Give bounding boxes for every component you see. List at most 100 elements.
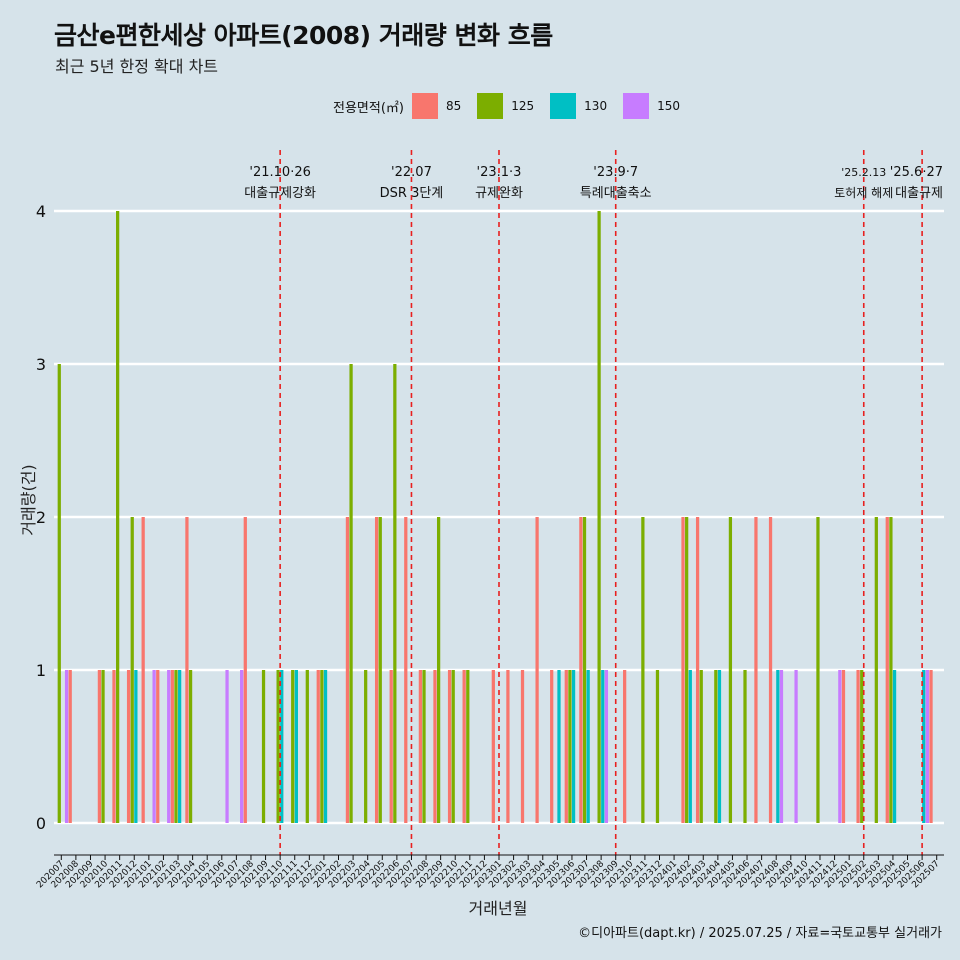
- annotation-label: 토허제 해제: [834, 186, 893, 200]
- bar-85-202304: [535, 517, 539, 823]
- legend-item-125: 125: [477, 93, 540, 119]
- y-axis-title: 거래량(건): [19, 464, 38, 535]
- bar-130-202504: [892, 670, 897, 823]
- y-tick-label: 4: [36, 202, 46, 221]
- bar-125-202007: [57, 364, 61, 823]
- bar-85-202502: [856, 670, 860, 823]
- chart-title: 금산e편한세상 아파트(2008) 거래량 변화 흐름: [54, 21, 553, 50]
- bar-85-202010: [97, 670, 102, 823]
- bar-85-202207: [404, 517, 408, 823]
- bar-125-202204: [364, 670, 368, 823]
- bar-130-202408: [776, 670, 780, 823]
- y-tick-label: 1: [36, 661, 46, 680]
- bar-125-202308: [597, 211, 601, 823]
- bar-125-202403: [699, 670, 703, 823]
- bar-150-202007: [64, 670, 69, 823]
- bar-125-202411: [816, 517, 820, 823]
- bar-125-202010: [101, 670, 105, 823]
- bar-130-202110: [280, 670, 284, 823]
- bar-150-202107: [240, 670, 244, 823]
- bar-85-202306: [564, 670, 568, 823]
- y-tick-label: 0: [36, 814, 46, 833]
- legend-label-150: 150: [657, 99, 680, 113]
- bar-125-202111: [291, 670, 295, 823]
- legend-label-130: 130: [584, 99, 608, 113]
- bar-125-202203: [349, 364, 353, 823]
- bar-125-202110: [276, 670, 280, 823]
- bar-130-202308: [601, 670, 605, 823]
- bar-85-202103: [170, 670, 174, 823]
- bar-150-202412: [838, 670, 842, 823]
- legend-key-125: [477, 93, 504, 119]
- bar-85-202303: [520, 670, 525, 823]
- annotation-date: '22.07: [391, 165, 432, 180]
- legend-key-130: [550, 93, 577, 119]
- bar-125-202011: [116, 211, 120, 823]
- bar-125-202112: [305, 670, 309, 823]
- annotations: '21.10·26 대출규제강화 '22.07 DSR 3단계 '23.1·3 규제완화 '…: [244, 150, 943, 855]
- source-caption: ©디아파트(dapt.kr) / 2025.07.25 / 자료=국토교통부 실…: [578, 926, 942, 941]
- annotation-date: '25.2.13: [841, 166, 886, 179]
- bar-150-202408: [779, 670, 784, 823]
- bar-125-202104: [188, 670, 193, 823]
- bar-85-202501: [841, 670, 846, 823]
- annotation-label: 대출규제: [895, 186, 943, 201]
- bar-125-202206: [393, 364, 397, 823]
- bar-130-202506: [922, 670, 926, 823]
- bar-125-202406: [743, 670, 747, 823]
- bar-85-202208: [418, 670, 423, 823]
- bar-125-202012: [130, 517, 134, 823]
- bar-85-202104: [185, 517, 189, 823]
- bar-85-202209: [433, 670, 437, 823]
- bar-125-202208: [422, 670, 426, 823]
- bar-85-202407: [754, 517, 758, 823]
- bar-125-202503: [874, 517, 878, 823]
- annotation-label: 특례대출축소: [580, 186, 652, 201]
- bar-130-202111: [294, 670, 298, 823]
- bar-85-202302: [506, 670, 510, 823]
- legend-label-125: 125: [511, 99, 535, 113]
- bar-130-202103: [178, 670, 182, 823]
- legend-item-130: 130: [550, 93, 613, 119]
- annotation-date: '21.10·26: [249, 165, 310, 180]
- bars: [57, 211, 933, 823]
- annotation-label: DSR 3단계: [380, 186, 444, 201]
- bar-150-202102: [167, 670, 171, 823]
- chart-subtitle: 최근 5년 한정 확대 차트: [55, 57, 219, 76]
- bar-150-202308: [604, 670, 609, 823]
- bar-85-202310: [623, 670, 627, 823]
- bar-85-202507: [929, 670, 933, 823]
- bar-130-202404: [717, 670, 722, 823]
- bar-85-202504: [885, 517, 889, 823]
- bar-125-202306: [568, 670, 572, 823]
- bar-85-202301: [491, 670, 495, 823]
- bar-85-202012: [126, 670, 131, 823]
- bar-150-202409: [794, 670, 798, 823]
- bar-130-202012: [134, 670, 138, 823]
- legend-key-85: [411, 93, 438, 119]
- legend-label-85: 85: [445, 99, 462, 113]
- bar-125-202210: [451, 670, 455, 823]
- y-tick-label: 3: [36, 355, 46, 374]
- bar-125-202211: [466, 670, 470, 823]
- bar-125-202502: [860, 670, 864, 823]
- bar-130-202306: [571, 670, 576, 823]
- bar-85-202201: [316, 670, 320, 823]
- x-axis-title: 거래년월: [469, 899, 528, 918]
- bar-125-202109: [261, 670, 266, 823]
- bar-150-202106: [225, 670, 229, 823]
- bar-125-202205: [378, 517, 382, 823]
- bar-85-202206: [389, 670, 393, 823]
- legend-item-85: 85: [411, 93, 467, 119]
- bar-85-202011: [112, 670, 116, 823]
- bar-125-202311: [641, 517, 645, 823]
- annotation-label: 규제완화: [475, 186, 523, 201]
- bar-125-202103: [174, 670, 178, 823]
- legend-item-150: 150: [623, 93, 686, 119]
- bar-85-202008: [68, 670, 72, 823]
- bar-85-202108: [243, 517, 247, 823]
- bar-130-202402: [688, 670, 692, 823]
- bar-85-202307: [579, 517, 583, 823]
- annotation-label: 대출규제강화: [244, 186, 316, 201]
